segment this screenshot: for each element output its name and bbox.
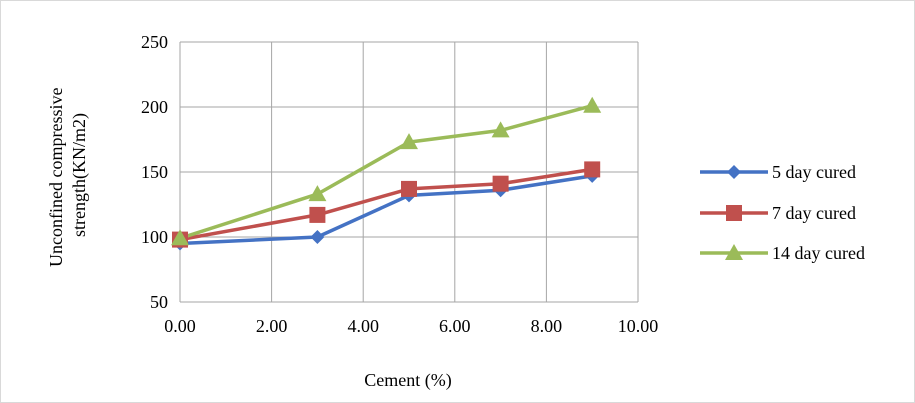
- data-point-series-3: [171, 229, 189, 246]
- x-axis-ticks: 0.00 2.00 4.00 6.00 8.00 10.00: [164, 316, 658, 336]
- legend-label: 14 day cured: [772, 243, 865, 263]
- y-tick-label: 150: [141, 162, 168, 182]
- series-markers: [171, 96, 602, 251]
- y-axis-label: Unconfined compressive strength(KN/m2): [46, 83, 90, 267]
- x-tick-label: 6.00: [439, 316, 471, 336]
- x-tick-label: 4.00: [347, 316, 379, 336]
- legend-entry-1: 5 day cured: [700, 162, 856, 182]
- y-axis-ticks: 50 100 150 200 250: [141, 32, 168, 312]
- legend-label: 5 day cured: [772, 162, 856, 182]
- series-line-1: [179, 174, 593, 246]
- data-point-series-2: [584, 161, 601, 178]
- x-tick-label: 2.00: [256, 316, 288, 336]
- data-point-series-3: [308, 185, 327, 202]
- legend-marker: [725, 244, 743, 260]
- x-tick-label: 8.00: [531, 316, 563, 336]
- data-point-series-1: [310, 230, 325, 244]
- data-point-series-3: [400, 133, 418, 150]
- legend-entry-3: 14 day cured: [700, 243, 865, 263]
- data-point-series-2: [401, 180, 417, 197]
- data-point-series-3: [491, 121, 510, 138]
- y-tick-label: 250: [141, 32, 168, 52]
- y-axis-label-line-1: Unconfined compressive: [46, 88, 66, 267]
- data-point-series-2: [309, 206, 326, 223]
- y-tick-label: 200: [141, 97, 168, 117]
- data-point-series-3: [583, 96, 602, 113]
- y-tick-label: 100: [141, 227, 168, 247]
- legend-label: 7 day cured: [772, 203, 856, 223]
- legend-marker: [727, 165, 741, 179]
- legend-entry-2: 7 day cured: [700, 203, 856, 223]
- x-tick-label: 0.00: [164, 316, 196, 336]
- y-tick-label: 50: [150, 292, 168, 312]
- legend: 5 day cured 7 day cured 14 day cured: [700, 162, 865, 263]
- series-lines: [179, 104, 593, 246]
- y-axis-label-line-2: strength(KN/m2): [69, 113, 90, 237]
- x-tick-label: 10.00: [618, 316, 659, 336]
- data-point-series-2: [492, 175, 509, 192]
- x-axis-label: Cement (%): [364, 370, 451, 391]
- grid: [179, 41, 639, 303]
- legend-marker: [726, 205, 742, 221]
